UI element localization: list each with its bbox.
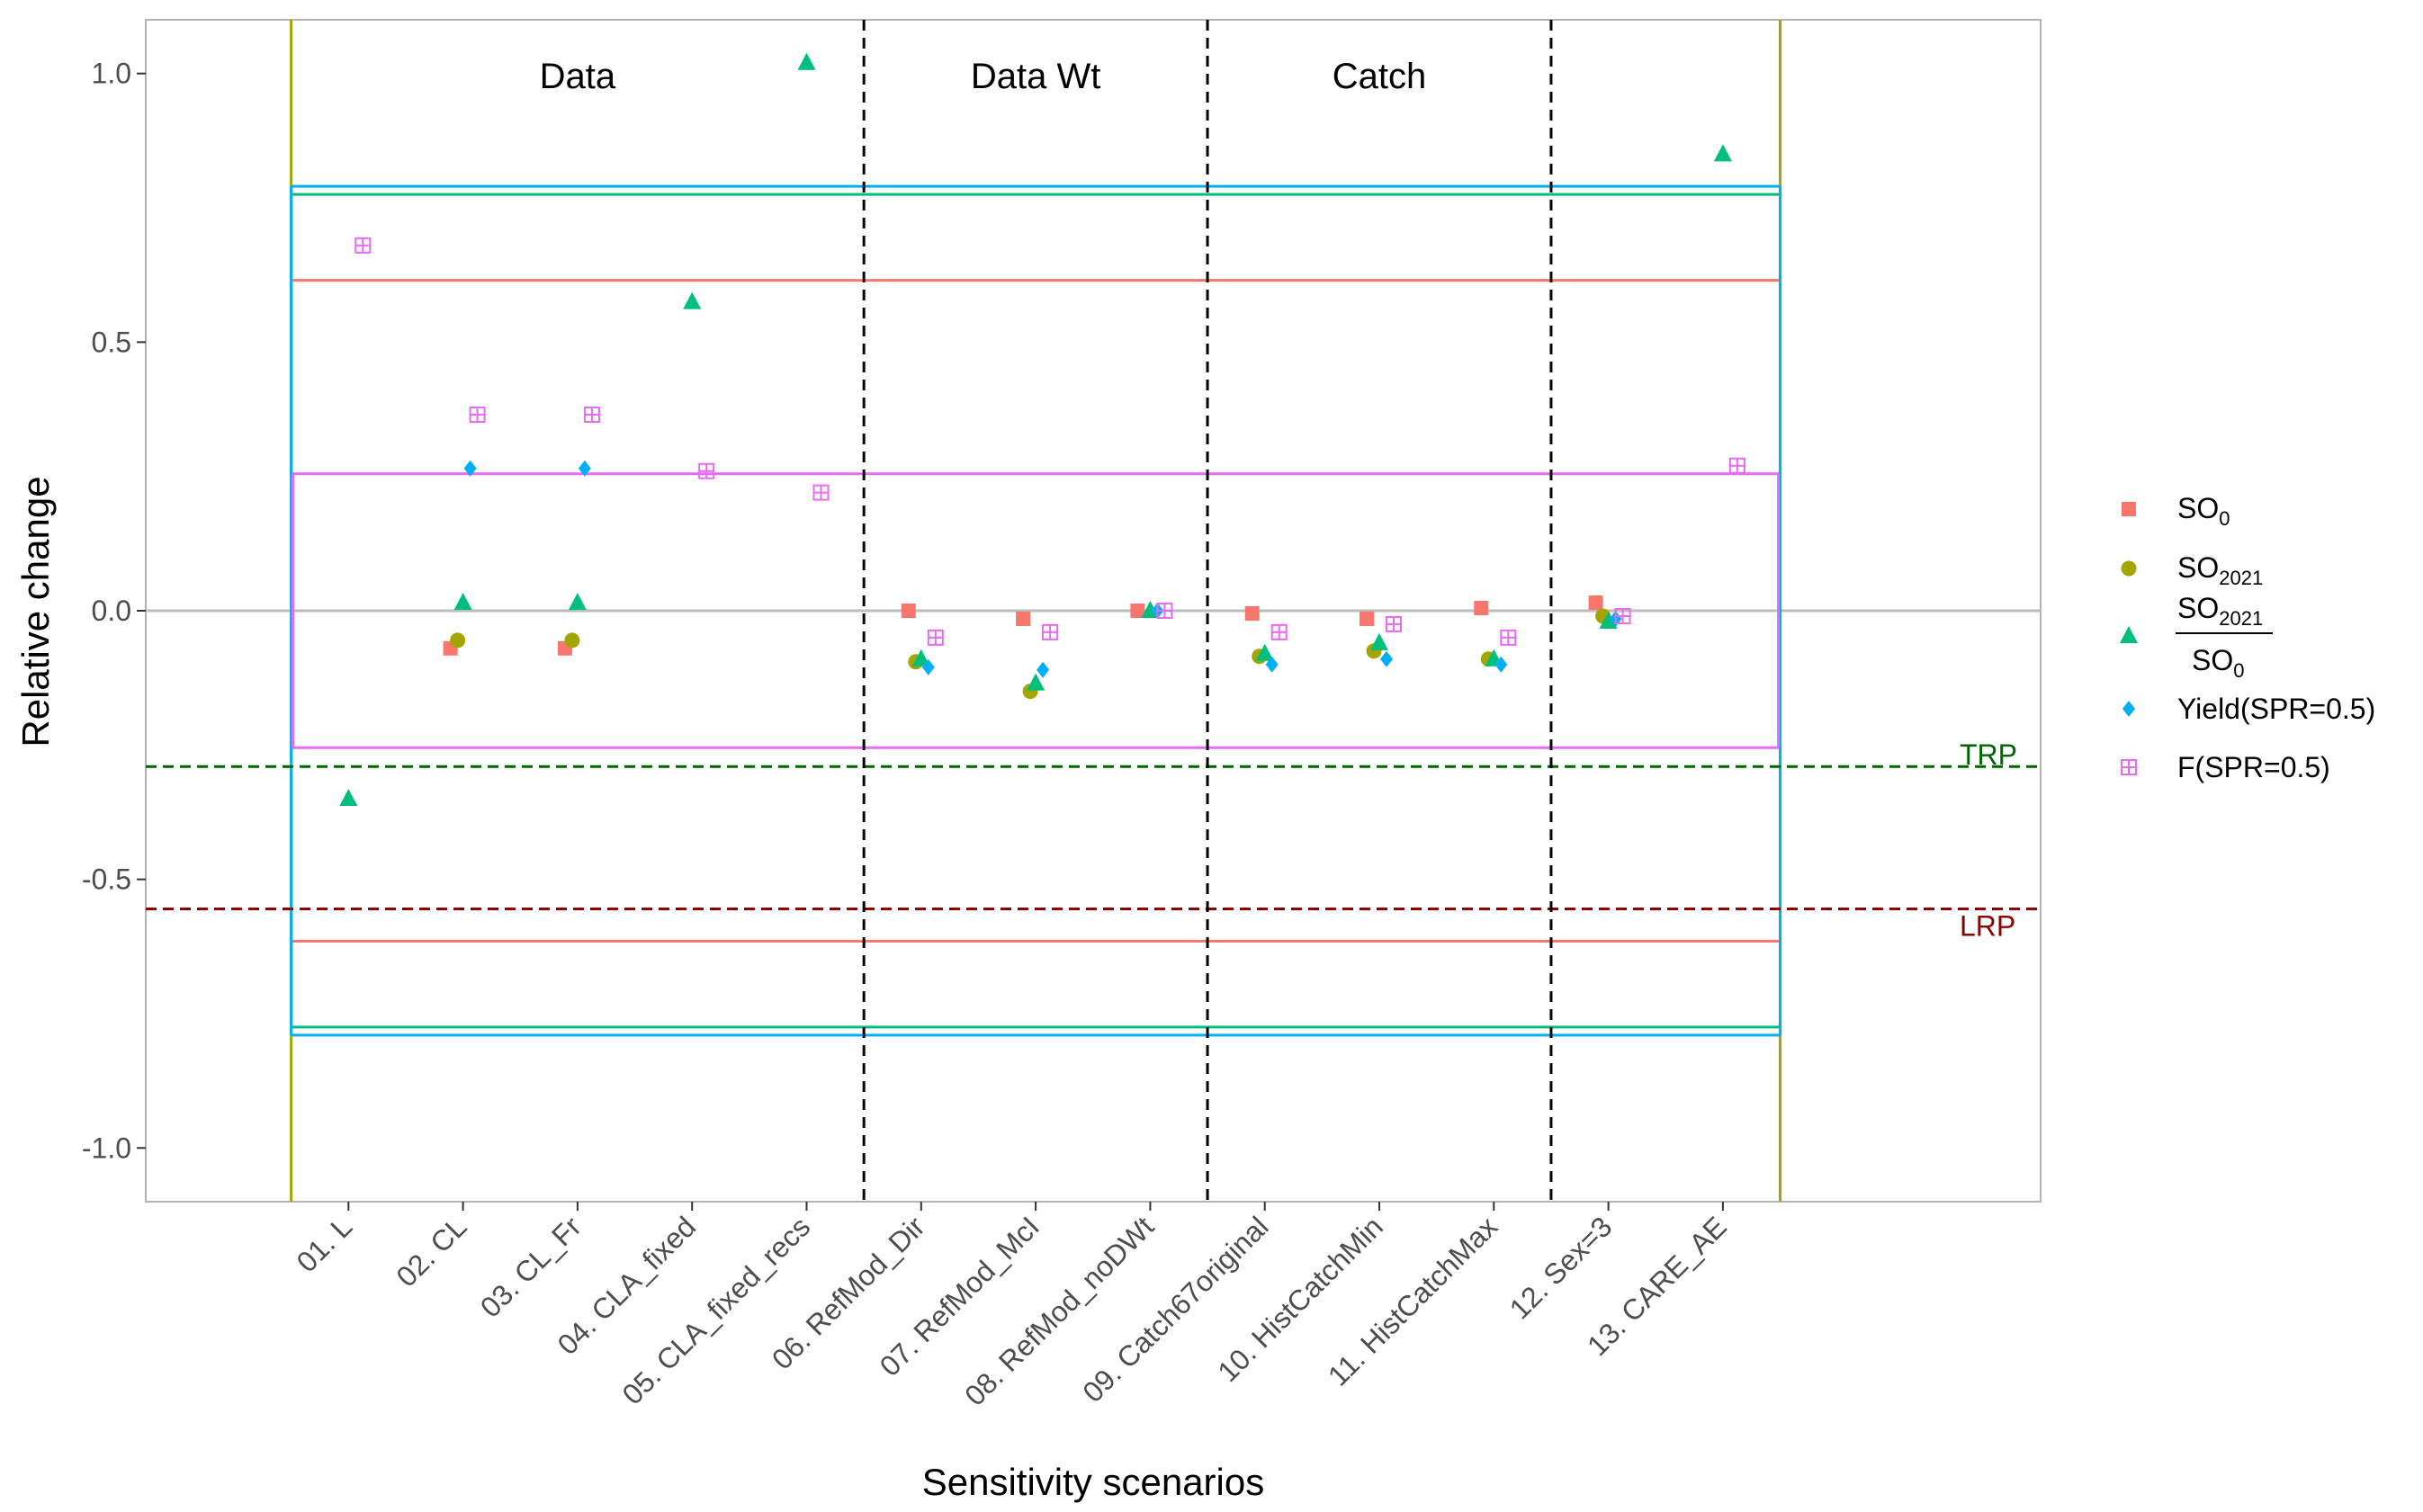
point-boxplus (1500, 629, 1517, 646)
point-diamond (1494, 656, 1508, 673)
point-triangle (1713, 144, 1732, 162)
legend-key-boxplus (2121, 759, 2137, 775)
group-label-2: Catch (1333, 57, 1427, 96)
point-boxplus (1156, 603, 1173, 619)
legend-key-triangle (2120, 626, 2138, 643)
point-diamond (1380, 650, 1393, 667)
legend-key-diamond (2122, 701, 2135, 717)
point-triangle (1255, 643, 1274, 661)
legend-label: F(SPR=0.5) (2177, 751, 2330, 783)
group-label-0: Data (540, 57, 616, 96)
point-triangle (683, 291, 702, 309)
point-diamond (578, 460, 591, 477)
point-boxplus (469, 406, 486, 423)
point-triangle (339, 789, 358, 807)
point-triangle (1599, 611, 1618, 629)
y-tick-label: 0.0 (92, 595, 131, 627)
x-tick-label: 02. CL (390, 1210, 472, 1293)
x-axis-title: Sensitivity scenarios (922, 1461, 1264, 1503)
point-square (1130, 604, 1145, 618)
ref-label-lrp: LRP (1960, 909, 2015, 942)
y-tick-label: -0.5 (82, 863, 131, 896)
point-diamond (463, 460, 477, 477)
x-tick-label: 05. CLA_fixed_recs (616, 1210, 817, 1410)
x-tick-label: 12. Sex=3 (1503, 1210, 1619, 1325)
point-triangle (568, 593, 587, 611)
point-square (1360, 611, 1374, 626)
x-tick-label: 08. RefMod_noDWt (958, 1210, 1160, 1411)
legend-label: SO2021 (2177, 551, 2263, 589)
legend-key-circle (2121, 560, 2137, 577)
point-square (1016, 611, 1031, 626)
y-axis-title: Relative change (14, 476, 57, 747)
group-label-1: Data Wt (971, 57, 1100, 96)
point-boxplus (698, 462, 715, 479)
point-triangle (453, 593, 472, 611)
y-tick-label: 0.5 (92, 326, 131, 358)
point-boxplus (927, 629, 944, 646)
point-boxplus (583, 406, 600, 423)
point-boxplus (1728, 457, 1745, 474)
x-tick-label: 03. CL_Fr (474, 1210, 588, 1323)
point-diamond (1037, 661, 1050, 678)
point-triangle (911, 649, 930, 667)
point-triangle (1027, 673, 1045, 691)
point-triangle (1370, 632, 1388, 650)
point-diamond (1265, 656, 1279, 673)
point-triangle (797, 52, 816, 70)
legend-denominator: SO0 (2192, 644, 2244, 682)
legend-numerator: SO2021 (2177, 592, 2263, 630)
point-square (1244, 605, 1260, 621)
point-square (1588, 595, 1603, 611)
point-square (1474, 601, 1489, 616)
point-square (901, 604, 916, 618)
point-boxplus (1386, 615, 1402, 632)
point-boxplus (812, 484, 830, 501)
ref-label-trp: TRP (1960, 738, 2017, 771)
y-tick-label: 1.0 (92, 58, 131, 90)
point-boxplus (1614, 607, 1631, 624)
point-boxplus (1270, 623, 1288, 640)
x-tick-label: 01. L (290, 1210, 358, 1278)
point-circle (450, 632, 466, 649)
legend-label: SO0 (2177, 492, 2230, 530)
point-boxplus (354, 237, 372, 254)
legend-key-square (2122, 502, 2136, 516)
legend-label: Yield(SPR=0.5) (2177, 693, 2375, 725)
point-circle (564, 632, 580, 649)
point-diamond (921, 658, 935, 675)
point-boxplus (1042, 623, 1059, 640)
y-tick-label: -1.0 (82, 1132, 131, 1164)
x-tick-label: 09. Catch67original (1076, 1210, 1274, 1408)
